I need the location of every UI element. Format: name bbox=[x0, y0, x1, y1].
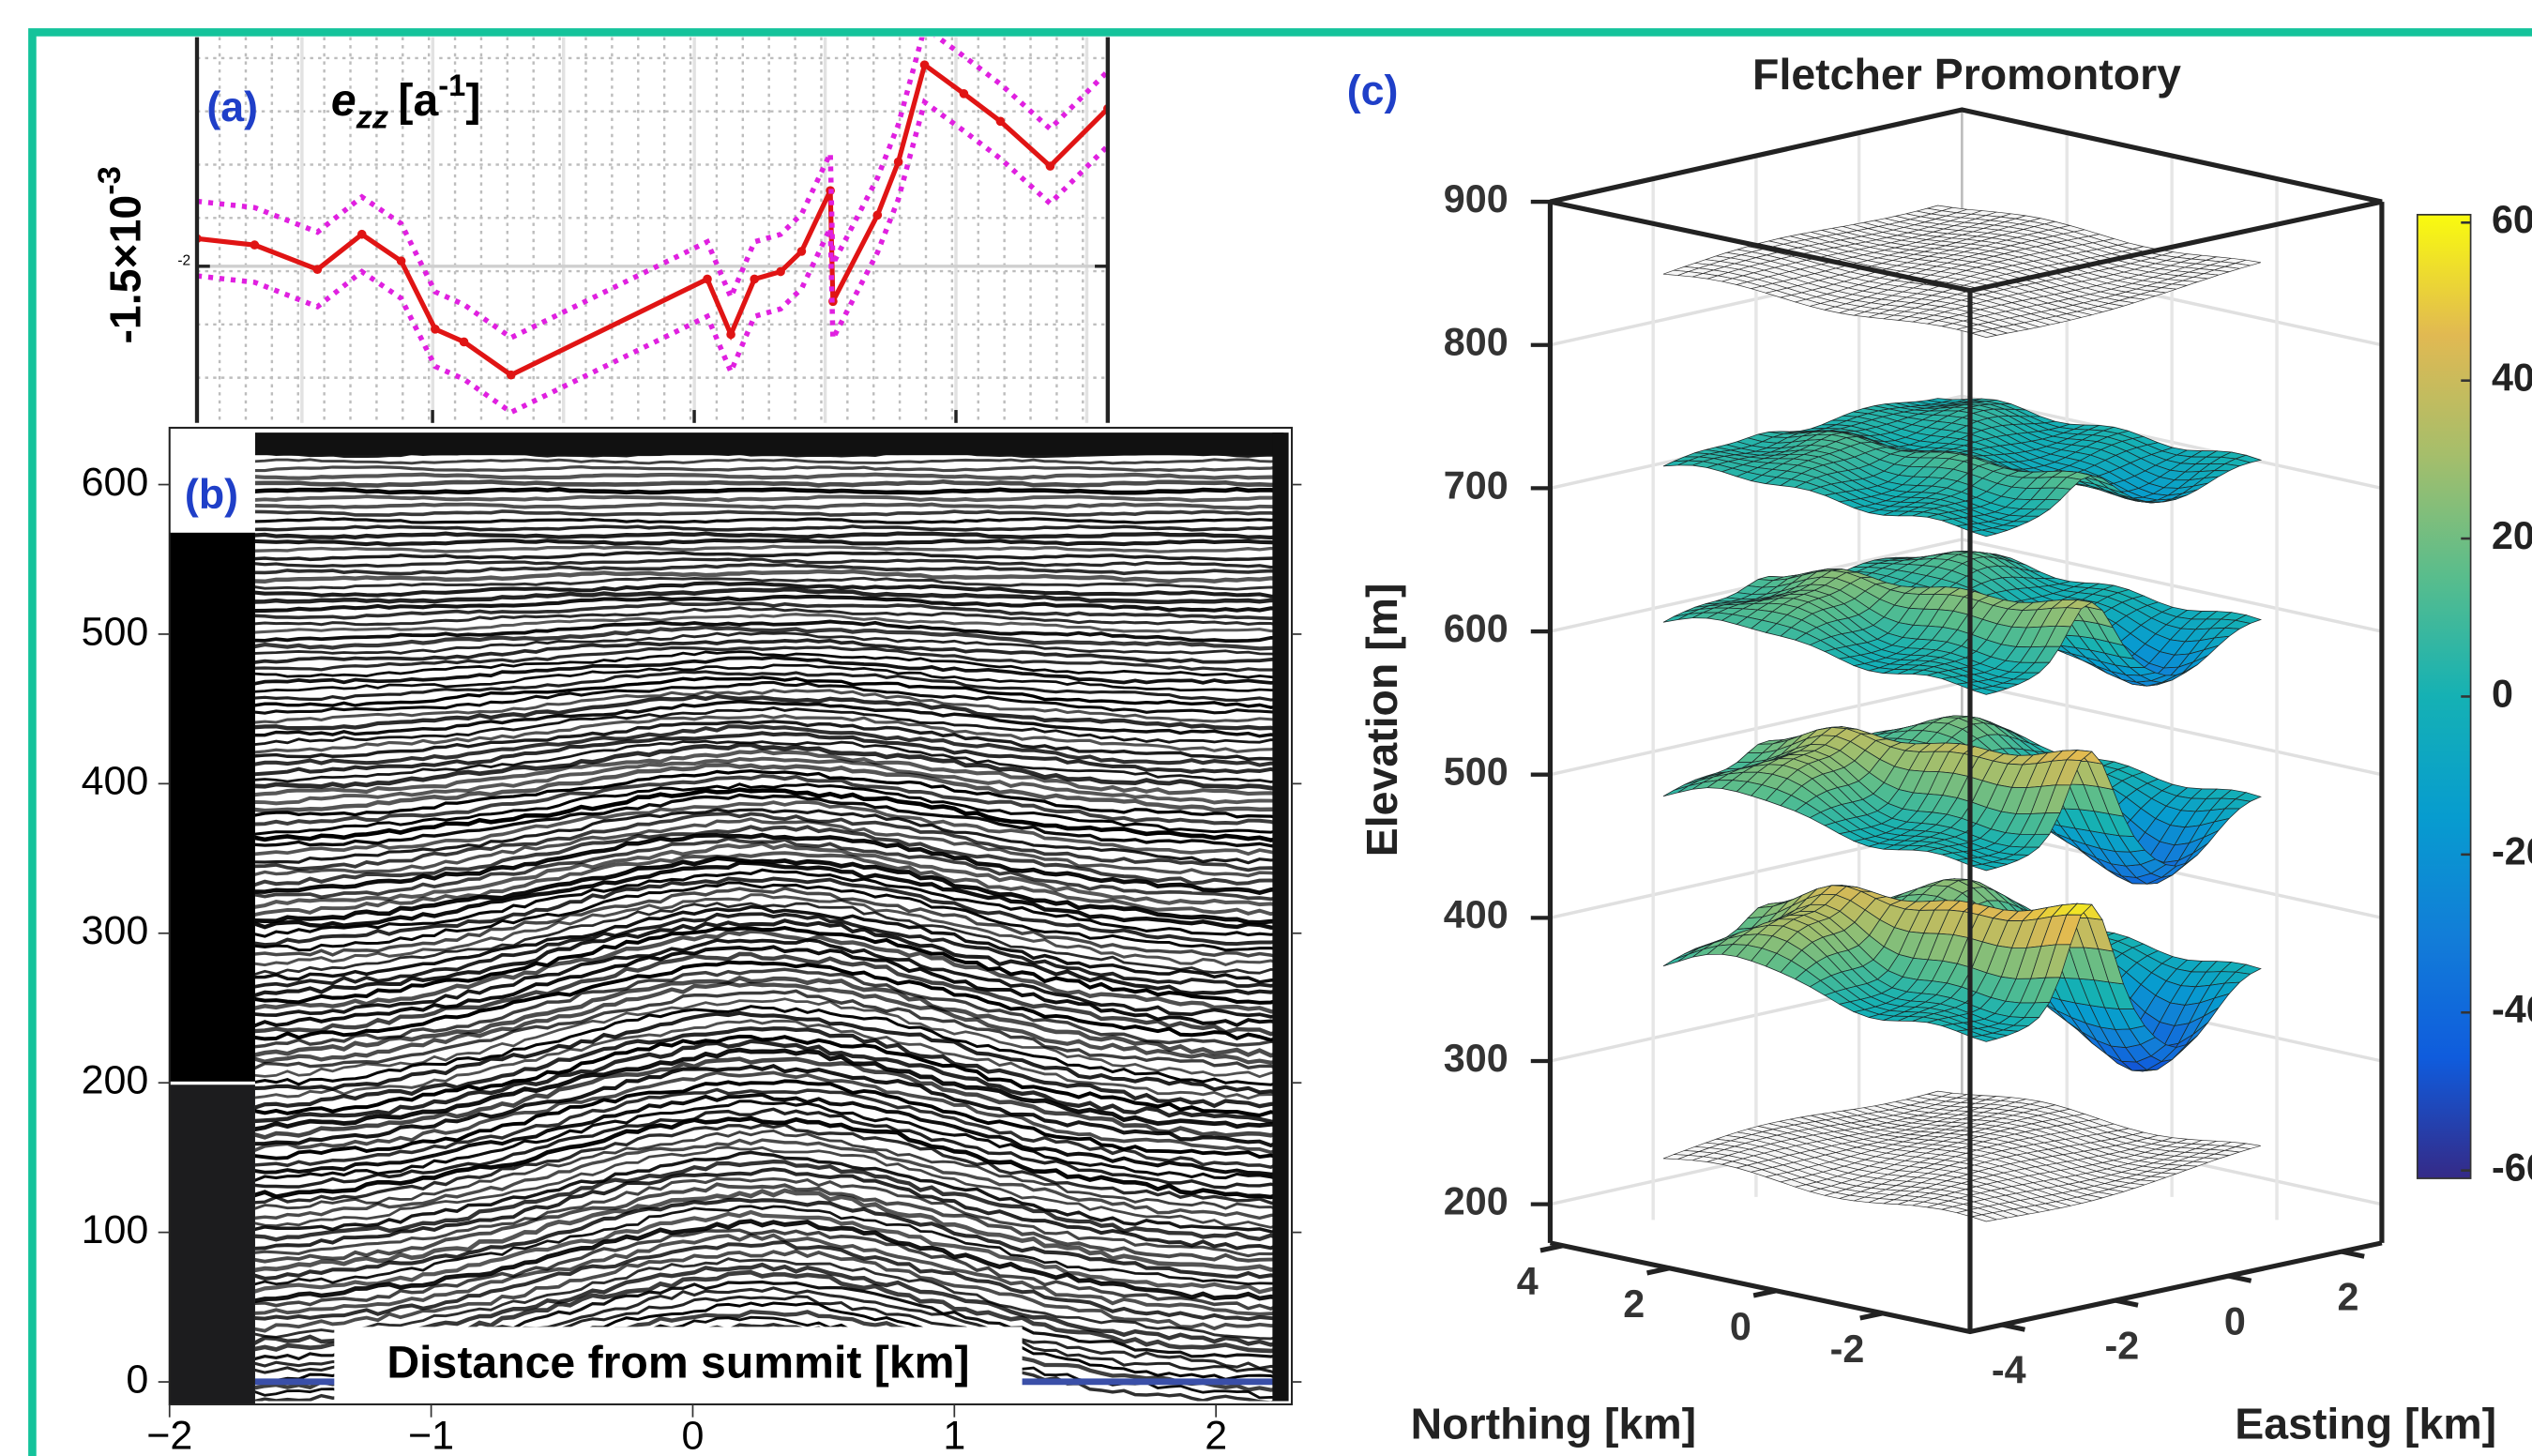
x-tick-label: −2 bbox=[146, 1413, 192, 1456]
colorbar-tick-label: -60 bbox=[2492, 1146, 2532, 1190]
blank-strip-bottom bbox=[170, 1084, 255, 1404]
y-tick-label: -4 bbox=[1992, 1349, 2026, 1392]
title-symbol: e bbox=[331, 75, 356, 126]
data-point bbox=[460, 338, 469, 347]
z-tick-label: 500 bbox=[1444, 751, 1509, 794]
z-tick-label: 300 bbox=[1444, 1037, 1509, 1080]
colorbar-tick-label: -40 bbox=[2492, 988, 2532, 1031]
data-point bbox=[1046, 161, 1055, 171]
z-tick-label: 400 bbox=[1444, 893, 1509, 936]
data-point bbox=[431, 325, 440, 334]
colorbar-tick-label: -20 bbox=[2492, 830, 2532, 873]
y-label-main: -1.5×10 bbox=[101, 195, 150, 344]
x-tick-label: 2 bbox=[1205, 1413, 1227, 1456]
panel-label: (c) bbox=[1347, 68, 1399, 114]
data-point bbox=[750, 275, 759, 284]
x-tick-label: 4 bbox=[1517, 1260, 1539, 1303]
x-tick-label: 2 bbox=[1623, 1282, 1645, 1326]
y-tick-label: 100 bbox=[82, 1207, 149, 1252]
colorbar-tick-label: 40 bbox=[2492, 356, 2532, 400]
z-tick-label: 600 bbox=[1444, 607, 1509, 650]
y-axis-label: -1.5×10-3 bbox=[92, 166, 150, 343]
y-tick-label: 400 bbox=[82, 759, 149, 804]
x-tick-label: 1 bbox=[943, 1413, 965, 1456]
y-tick bbox=[2229, 1276, 2252, 1281]
x-axis-label: Distance from summit [km] bbox=[387, 1337, 969, 1388]
x-tick bbox=[1860, 1313, 1883, 1318]
data-point bbox=[250, 240, 260, 250]
y-tick-label: -2 bbox=[177, 253, 190, 269]
radargram bbox=[242, 430, 1283, 1403]
data-point bbox=[920, 60, 930, 69]
box-bottom bbox=[1550, 1243, 2381, 1332]
z-tick-label: 700 bbox=[1444, 463, 1509, 507]
data-point bbox=[313, 265, 323, 274]
y-tick-label: 200 bbox=[82, 1058, 149, 1103]
x-tick-label: 0 bbox=[681, 1413, 704, 1456]
chart-title: Fletcher Promontory bbox=[1752, 50, 2181, 99]
x-tick-label: 0 bbox=[1730, 1305, 1751, 1348]
title-unit: [a bbox=[398, 75, 439, 126]
x-tick bbox=[1753, 1291, 1776, 1296]
data-point bbox=[797, 247, 807, 256]
z-tick-label: 900 bbox=[1444, 177, 1509, 220]
y-tick-label: 600 bbox=[82, 460, 149, 505]
y-tick-label: 0 bbox=[126, 1357, 148, 1402]
data-point bbox=[960, 89, 969, 99]
x-tick bbox=[1647, 1268, 1670, 1273]
data-point bbox=[357, 230, 367, 239]
data-point bbox=[703, 275, 712, 284]
y-tick-label: 2 bbox=[2338, 1276, 2359, 1319]
data-point bbox=[776, 267, 785, 277]
x-tick-label: −1 bbox=[408, 1413, 454, 1456]
x-tick bbox=[1540, 1246, 1563, 1251]
y-tick-label: 300 bbox=[82, 908, 149, 953]
y-tick-label: -2 bbox=[2104, 1325, 2139, 1368]
colorbar-tick-label: 60 bbox=[2492, 198, 2532, 241]
y-tick-label: 0 bbox=[2224, 1300, 2246, 1343]
blank-strip-top bbox=[170, 533, 255, 1082]
y-axis-label: Easting [km] bbox=[2235, 1399, 2496, 1448]
data-point bbox=[726, 330, 735, 340]
title-superscript: -1 bbox=[438, 68, 465, 102]
surface-band bbox=[255, 430, 1283, 456]
y-tick bbox=[2342, 1251, 2364, 1256]
y-tick bbox=[2115, 1300, 2138, 1305]
z-tick-label: 800 bbox=[1444, 321, 1509, 364]
grid-line bbox=[1550, 110, 2381, 202]
panel-label: (b) bbox=[185, 471, 238, 518]
data-point bbox=[872, 210, 882, 220]
right-edge bbox=[1272, 432, 1288, 1401]
colorbar-tick-label: 20 bbox=[2492, 514, 2532, 557]
y-tick-label: 500 bbox=[82, 609, 149, 654]
panel-label: (a) bbox=[206, 83, 258, 130]
z-axis-label: Elevation [m] bbox=[1357, 584, 1406, 857]
y-label-exponent: -3 bbox=[92, 166, 128, 195]
data-point bbox=[996, 117, 1006, 127]
y-tick bbox=[2002, 1325, 2024, 1329]
surface-cell bbox=[1663, 954, 1689, 966]
data-point bbox=[397, 256, 406, 265]
x-axis-label: Northing [km] bbox=[1411, 1399, 1697, 1448]
data-point bbox=[507, 371, 516, 380]
x-tick-label: -2 bbox=[1830, 1327, 1865, 1371]
colorbar-tick-label: 0 bbox=[2492, 672, 2513, 715]
z-tick-label: 200 bbox=[1444, 1180, 1509, 1223]
title-subscript: zz bbox=[356, 99, 388, 135]
data-point bbox=[894, 158, 903, 167]
title-close: ] bbox=[465, 75, 480, 126]
